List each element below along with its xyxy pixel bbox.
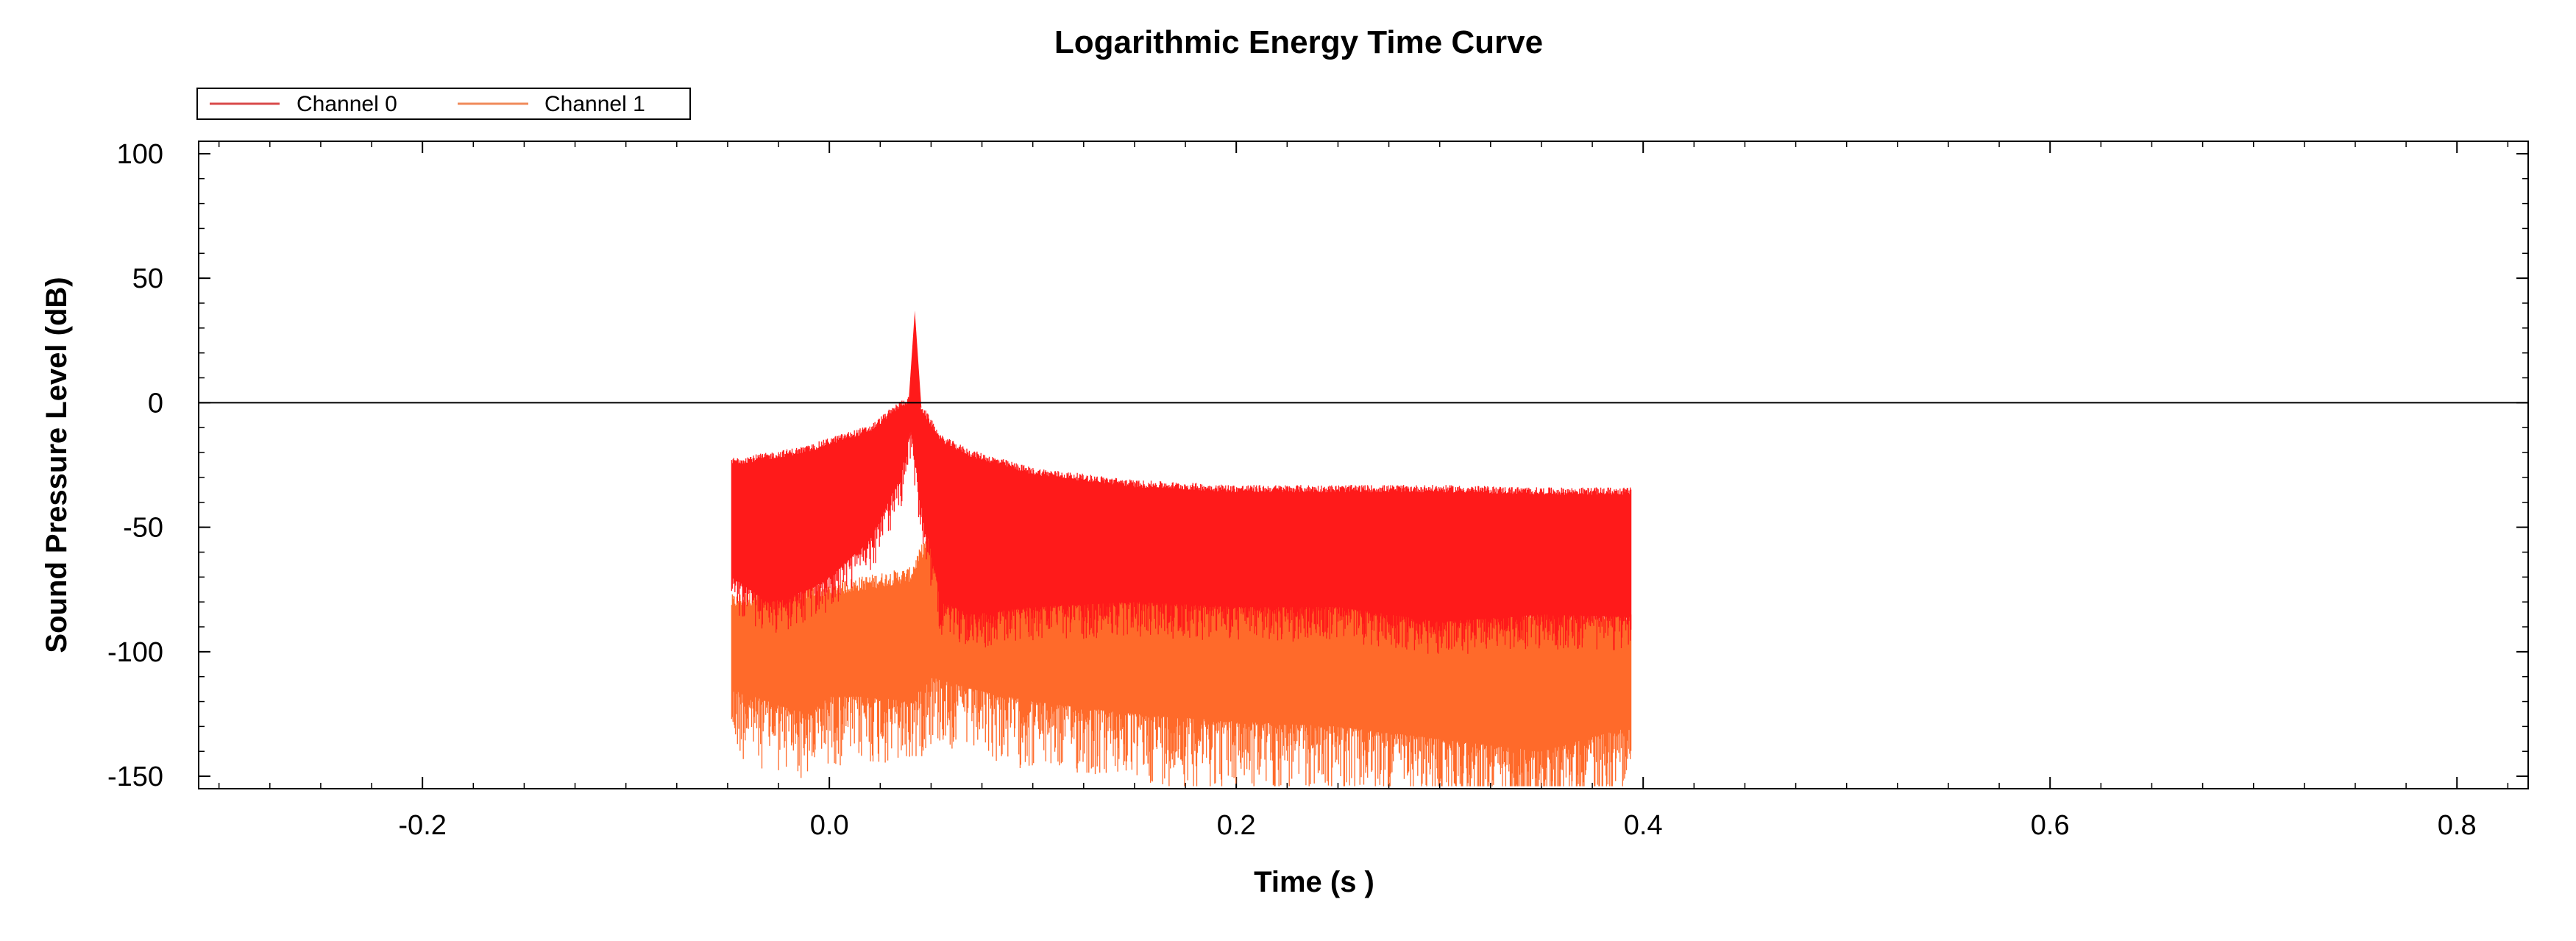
y-tick-label: 50 — [132, 263, 163, 294]
y-axis-title: Sound Pressure Level (dB) — [40, 277, 73, 653]
chart-title: Logarithmic Energy Time Curve — [1054, 24, 1543, 60]
axis-ticks: -0.2 0.0 0.2 0.4 0.6 0.8 100 50 0 -50 -100 -150 — [107, 139, 2528, 841]
plot-area — [198, 141, 2529, 789]
x-tick-label: 0.0 — [810, 810, 849, 841]
y-tick-label: 0 — [148, 388, 163, 419]
legend-label-channel-1: Channel 1 — [544, 92, 645, 116]
legend-label-channel-0: Channel 0 — [297, 92, 397, 116]
x-tick-label: 0.2 — [1217, 810, 1256, 841]
x-tick-label: 0.4 — [1624, 810, 1663, 841]
legend: Channel 0 Channel 1 — [196, 88, 691, 120]
y-tick-label: -100 — [107, 637, 163, 668]
series-group — [731, 310, 1632, 786]
x-axis-title: Time (s ) — [1254, 866, 1374, 898]
series-channel-0 — [731, 310, 1632, 654]
x-tick-label: -0.2 — [398, 810, 446, 841]
series-noise — [731, 395, 1632, 654]
x-tick-label: 0.8 — [2438, 810, 2477, 841]
series-noise — [731, 526, 1632, 786]
y-tick-label: -150 — [107, 761, 163, 792]
series-peak — [908, 310, 922, 408]
y-tick-label: -50 — [123, 513, 163, 544]
y-tick-label: 100 — [117, 139, 163, 170]
x-tick-label: 0.6 — [2031, 810, 2070, 841]
